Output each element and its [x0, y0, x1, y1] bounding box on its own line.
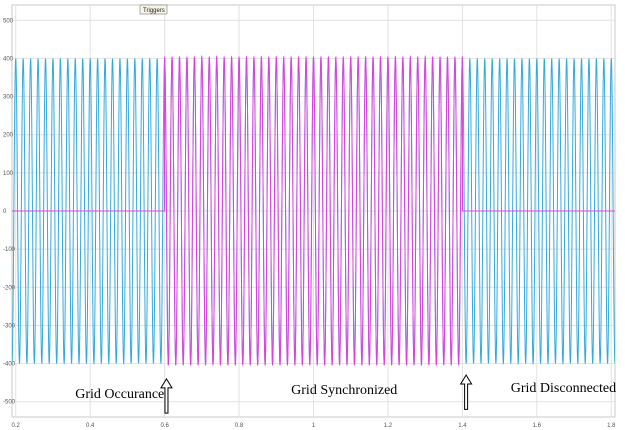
annotation-label: Grid Synchronized	[291, 383, 397, 398]
x-tick-label: 1.2	[384, 423, 393, 429]
y-tick-label: -500	[3, 400, 16, 406]
series-line-magenta	[12, 54, 615, 366]
x-tick-label: 1	[312, 423, 316, 429]
x-tick-label: 0.4	[86, 423, 95, 429]
y-tick-label: -200	[3, 285, 16, 291]
x-tick-label: 1.4	[458, 423, 467, 429]
x-tick-label: 1.8	[607, 423, 616, 429]
y-tick-label: 500	[3, 18, 14, 24]
x-tick-label: 0.6	[160, 423, 169, 429]
y-tick-label: -100	[3, 247, 16, 253]
arrows	[160, 374, 473, 414]
y-tick-label: 0	[3, 209, 7, 215]
y-tick-label: 200	[3, 133, 14, 139]
up-arrow-icon	[160, 377, 173, 414]
y-axis-labels: 500 400 300 200 100 0 -100 -200 -300 -400 -500	[3, 18, 16, 405]
annotation-label: Grid Disconnected	[511, 381, 616, 396]
up-arrow-icon	[459, 374, 473, 410]
triggers-legend[interactable]: Triggers	[139, 4, 168, 15]
y-tick-label: -400	[3, 362, 16, 368]
y-tick-label: 300	[3, 95, 14, 101]
y-tick-label: -300	[3, 323, 16, 329]
triggers-legend-label: Triggers	[143, 8, 165, 14]
y-tick-label: 400	[3, 56, 14, 62]
x-tick-label: 0.2	[12, 423, 21, 429]
x-axis-labels: 0.2 0.4 0.6 0.8 1 1.2 1.4 1.6 1.8	[12, 423, 617, 429]
x-tick-label: 0.8	[235, 423, 244, 429]
annotations: Grid Occurance Grid Synchronized Grid Disc…	[75, 381, 616, 402]
annotation-label: Grid Occurance	[75, 387, 164, 402]
y-tick-label: 100	[3, 171, 14, 177]
x-tick-label: 1.6	[533, 423, 542, 429]
